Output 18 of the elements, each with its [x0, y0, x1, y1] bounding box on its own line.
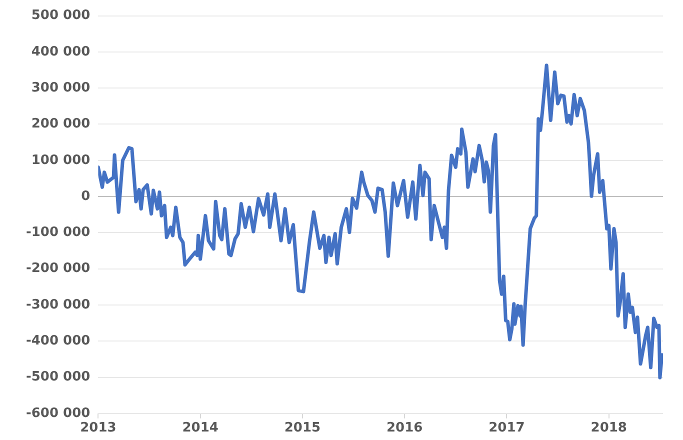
y-tick-label: 200 000 [31, 116, 90, 132]
x-tick-label: 2017 [488, 420, 525, 436]
y-tick-label: -500 000 [26, 370, 90, 385]
y-tick-label: 400 000 [31, 44, 90, 60]
x-tick-label: 2015 [284, 420, 321, 436]
x-tick-label: 2018 [590, 420, 627, 436]
x-tick-label: 2013 [80, 420, 116, 436]
x-tick-label: 2014 [182, 420, 218, 436]
y-tick-label: -100 000 [26, 225, 90, 240]
y-tick-label: 0 [81, 188, 90, 204]
y-tick-label: 500 000 [31, 8, 90, 24]
y-tick-label: -400 000 [26, 333, 90, 348]
y-tick-label: -200 000 [26, 261, 90, 276]
y-tick-label: -600 000 [26, 406, 90, 421]
y-tick-label: 300 000 [31, 80, 90, 96]
x-tick-label: 2016 [386, 420, 423, 436]
y-tick-label: 100 000 [31, 152, 90, 168]
y-tick-label: -300 000 [26, 297, 90, 312]
